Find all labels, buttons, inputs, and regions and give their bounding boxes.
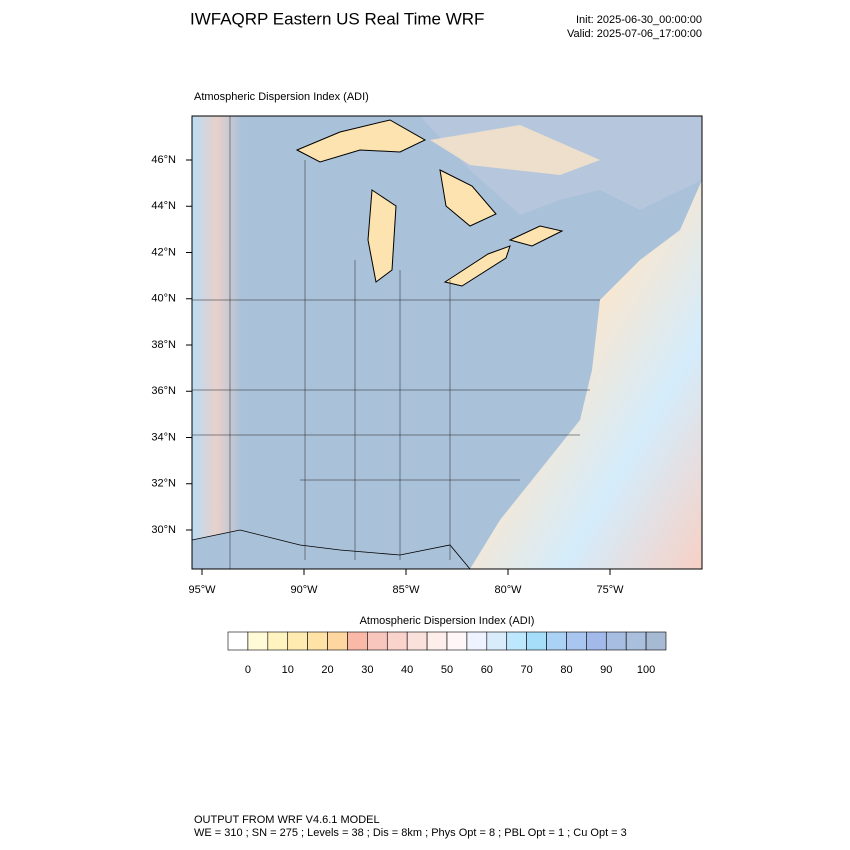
footer-line1: OUTPUT FROM WRF V4.6.1 MODEL [194, 814, 380, 826]
colorbar-tick-label: 50 [441, 664, 453, 676]
lat-label: 38°N [151, 339, 176, 351]
colorbar-title: Atmospheric Dispersion Index (ADI) [360, 615, 535, 627]
colorbar-box [466, 631, 488, 651]
init-time: Init: 2025-06-30_00:00:00 [576, 14, 702, 26]
colorbar-tick-label: 0 [245, 664, 251, 676]
colorbar-tick-label: 90 [600, 664, 612, 676]
map-frame [191, 115, 703, 570]
colorbar-tick-label: 40 [401, 664, 413, 676]
lake-ontario [508, 225, 564, 247]
lat-label: 36°N [151, 385, 176, 397]
lake-michigan [367, 189, 397, 283]
colorbar-box [287, 631, 308, 651]
colorbar-tick-label: 20 [321, 664, 333, 676]
map [192, 116, 702, 569]
lat-label: 42°N [151, 246, 176, 258]
lat-label: 32°N [151, 478, 176, 490]
colorbar-tick-label: 100 [637, 664, 655, 676]
lat-label: 34°N [151, 431, 176, 443]
lake-superior [295, 119, 427, 163]
colorbar-box [625, 631, 647, 651]
lon-label: 75°W [596, 584, 624, 596]
lon-label: 95°W [188, 584, 216, 596]
lon-label: 90°W [290, 584, 318, 596]
lon-label: 80°W [494, 584, 522, 596]
colorbar-tick-label: 10 [282, 664, 294, 676]
colorbar-box [227, 631, 249, 651]
west-edge [192, 116, 242, 569]
lat-label: 30°N [151, 524, 176, 536]
colorbar-box [645, 631, 667, 651]
colorbar-box [506, 631, 527, 651]
lat-label: 40°N [151, 293, 176, 305]
colorbar-tick-label: 30 [361, 664, 373, 676]
colorbar-box [347, 631, 368, 651]
colorbar-box [566, 631, 587, 651]
lake-huron [439, 169, 497, 227]
lat-label: 44°N [151, 200, 176, 212]
colorbar-tick-label: 80 [560, 664, 572, 676]
lake-erie [443, 245, 511, 287]
colorbar-box [546, 631, 567, 651]
colorbar-box [426, 631, 448, 651]
valid-time: Valid: 2025-07-06_17:00:00 [567, 28, 702, 40]
colorbar-box [446, 631, 468, 651]
footer-line2: WE = 310 ; SN = 275 ; Levels = 38 ; Dis … [194, 827, 627, 839]
colorbar-box [247, 631, 269, 651]
colorbar-box [526, 631, 547, 651]
colorbar-box [386, 631, 408, 651]
ocean [470, 180, 702, 569]
colorbar-box [367, 631, 388, 651]
colorbar-box [586, 631, 607, 651]
colorbar-box [267, 631, 289, 651]
lat-label: 46°N [151, 154, 176, 166]
colorbar-tick-label: 70 [521, 664, 533, 676]
colorbar-tick-label: 60 [481, 664, 493, 676]
title: IWFAQRP Eastern US Real Time WRF [190, 9, 484, 28]
state-borders [192, 116, 600, 569]
colorbar-box [605, 631, 627, 651]
colorbar-box [327, 631, 348, 651]
colorbar-box [486, 631, 508, 651]
colorbar-box [307, 631, 328, 651]
colorbar-box [406, 631, 428, 651]
map-subtitle: Atmospheric Dispersion Index (ADI) [194, 91, 369, 103]
canada-patch [430, 125, 600, 175]
lon-label: 85°W [392, 584, 420, 596]
